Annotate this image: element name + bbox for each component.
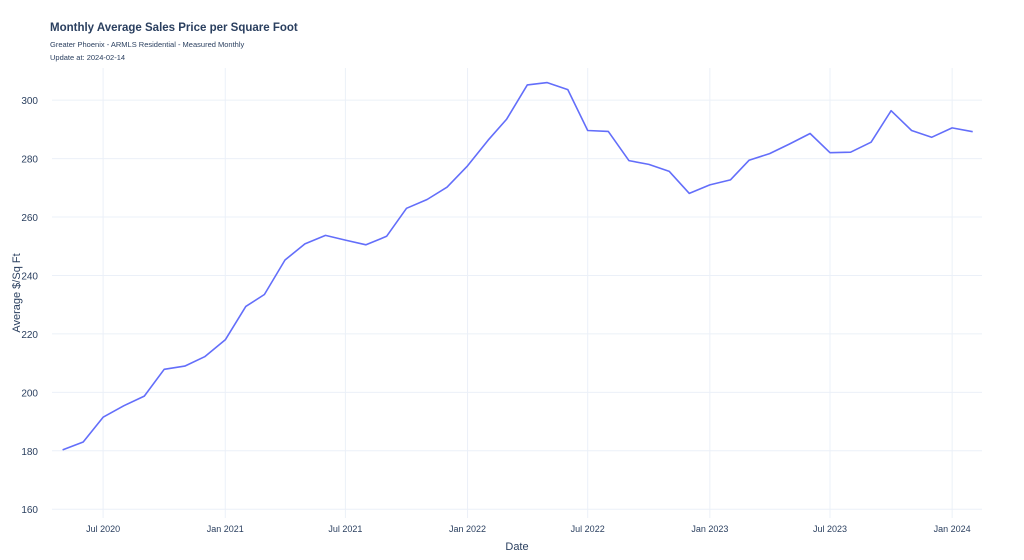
data-point[interactable] xyxy=(503,115,511,123)
chart-subtitle: Greater Phoenix - ARMLS Residential - Me… xyxy=(50,40,245,49)
data-point[interactable] xyxy=(726,176,734,184)
data-point[interactable] xyxy=(120,402,128,410)
y-tick-label: 300 xyxy=(21,96,38,107)
x-tick-label: Jan 2023 xyxy=(691,524,728,534)
data-point[interactable] xyxy=(301,240,309,248)
x-tick-label: Jul 2022 xyxy=(571,524,605,534)
data-point[interactable] xyxy=(625,157,633,165)
data-point[interactable] xyxy=(706,181,714,189)
data-point[interactable] xyxy=(281,256,289,264)
x-axis: Jul 2020 Jan 2021 Jul 2021 Jan 2022 Jul 2022… xyxy=(86,524,971,534)
data-point[interactable] xyxy=(423,195,431,203)
data-point[interactable] xyxy=(847,148,855,156)
y-tick-label: 260 xyxy=(21,213,38,224)
data-point[interactable] xyxy=(867,138,875,146)
data-point[interactable] xyxy=(543,79,551,87)
update-date: Update at: 2024-02-14 xyxy=(50,53,126,62)
data-point[interactable] xyxy=(443,183,451,191)
data-point[interactable] xyxy=(321,231,329,239)
data-point[interactable] xyxy=(564,86,572,94)
data-point[interactable] xyxy=(160,365,168,373)
series-layer xyxy=(59,79,977,454)
y-tick-label: 240 xyxy=(21,271,38,282)
x-axis-label: Date xyxy=(505,541,528,553)
data-point[interactable] xyxy=(383,232,391,240)
chart-header: Monthly Average Sales Price per Square F… xyxy=(50,22,298,62)
y-tick-label: 200 xyxy=(21,388,38,399)
data-point[interactable] xyxy=(523,81,531,89)
data-point[interactable] xyxy=(99,413,107,421)
data-point[interactable] xyxy=(826,149,834,157)
data-point[interactable] xyxy=(665,167,673,175)
data-point[interactable] xyxy=(59,446,67,454)
data-point[interactable] xyxy=(140,392,148,400)
data-point[interactable] xyxy=(745,156,753,164)
data-point[interactable] xyxy=(785,140,793,148)
chart-title: Monthly Average Sales Price per Square F… xyxy=(50,22,298,34)
data-point[interactable] xyxy=(584,127,592,135)
data-point[interactable] xyxy=(908,127,916,135)
data-point[interactable] xyxy=(766,150,774,158)
data-point[interactable] xyxy=(645,160,653,168)
data-point[interactable] xyxy=(201,353,209,361)
grid xyxy=(52,68,982,518)
data-point[interactable] xyxy=(242,302,250,310)
y-axis-label: Average $/Sq Ft xyxy=(11,253,23,332)
x-tick-label: Jul 2021 xyxy=(328,524,362,534)
data-point[interactable] xyxy=(948,124,956,132)
data-point[interactable] xyxy=(402,204,410,212)
data-point[interactable] xyxy=(362,241,370,249)
data-point[interactable] xyxy=(928,133,936,141)
data-point[interactable] xyxy=(484,136,492,144)
data-point[interactable] xyxy=(969,128,977,136)
x-tick-label: Jan 2021 xyxy=(207,524,244,534)
x-tick-label: Jan 2022 xyxy=(449,524,486,534)
x-tick-label: Jan 2024 xyxy=(934,524,971,534)
y-tick-label: 280 xyxy=(21,155,38,166)
data-point[interactable] xyxy=(887,107,895,115)
data-point[interactable] xyxy=(341,236,349,244)
series-line[interactable] xyxy=(62,81,973,451)
y-axis: 160 180 200 220 240 260 280 300 xyxy=(21,96,38,516)
data-point[interactable] xyxy=(221,336,229,344)
x-tick-label: Jul 2020 xyxy=(86,524,120,534)
y-tick-label: 220 xyxy=(21,330,38,341)
data-point[interactable] xyxy=(806,129,814,137)
y-tick-label: 160 xyxy=(21,505,38,516)
data-point[interactable] xyxy=(260,290,268,298)
data-point[interactable] xyxy=(604,127,612,135)
data-point[interactable] xyxy=(464,162,472,170)
x-tick-label: Jul 2023 xyxy=(813,524,847,534)
y-tick-label: 180 xyxy=(21,447,38,458)
data-point[interactable] xyxy=(79,438,87,446)
data-point[interactable] xyxy=(181,362,189,370)
data-point[interactable] xyxy=(685,189,693,197)
